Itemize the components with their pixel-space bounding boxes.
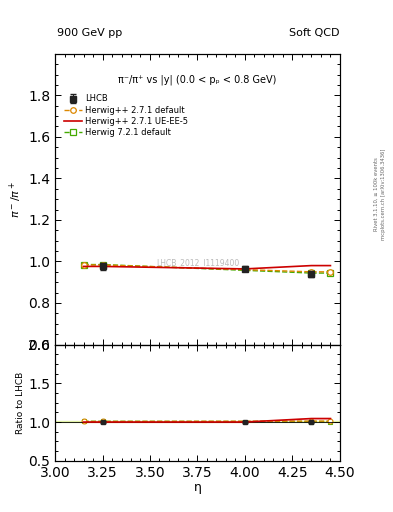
Herwig 7.2.1 default (81, 262, 86, 268)
Text: 900 GeV pp: 900 GeV pp (57, 28, 122, 38)
Line: Herwig++ 2.7.1 UE-EE-5: Herwig++ 2.7.1 UE-EE-5 (83, 266, 331, 269)
Y-axis label: $\pi^-/\pi^+$: $\pi^-/\pi^+$ (7, 181, 24, 218)
Text: LHCB_2012_I1119400: LHCB_2012_I1119400 (156, 259, 239, 268)
Y-axis label: Ratio to LHCB: Ratio to LHCB (17, 372, 26, 434)
Line: Herwig 7.2.1 default: Herwig 7.2.1 default (81, 262, 333, 276)
Legend: LHCB, Herwig++ 2.7.1 default, Herwig++ 2.7.1 UE-EE-5, Herwig 7.2.1 default: LHCB, Herwig++ 2.7.1 default, Herwig++ 2… (62, 93, 190, 138)
Herwig++ 2.7.1 UE-EE-5 (100, 263, 105, 269)
Herwig 7.2.1 default (309, 270, 314, 276)
Herwig++ 2.7.1 UE-EE-5 (81, 263, 86, 269)
Herwig 7.2.1 default (328, 270, 333, 276)
Text: mcplots.cern.ch [arXiv:1306.3436]: mcplots.cern.ch [arXiv:1306.3436] (381, 149, 386, 240)
Line: Herwig++ 2.7.1 default: Herwig++ 2.7.1 default (81, 262, 333, 274)
Herwig++ 2.7.1 UE-EE-5 (328, 263, 333, 269)
Text: Rivet 3.1.10, ≥ 100k events: Rivet 3.1.10, ≥ 100k events (374, 158, 379, 231)
Herwig++ 2.7.1 default (328, 269, 333, 275)
Herwig++ 2.7.1 default (100, 262, 105, 268)
Herwig 7.2.1 default (100, 262, 105, 268)
X-axis label: η: η (193, 481, 202, 494)
Text: π⁻/π⁺ vs |y| (0.0 < pₚ < 0.8 GeV): π⁻/π⁺ vs |y| (0.0 < pₚ < 0.8 GeV) (118, 74, 277, 84)
Text: Soft QCD: Soft QCD (290, 28, 340, 38)
Herwig++ 2.7.1 default (81, 262, 86, 268)
Herwig++ 2.7.1 default (309, 269, 314, 275)
Herwig++ 2.7.1 UE-EE-5 (309, 263, 314, 269)
Herwig++ 2.7.1 UE-EE-5 (242, 266, 247, 272)
